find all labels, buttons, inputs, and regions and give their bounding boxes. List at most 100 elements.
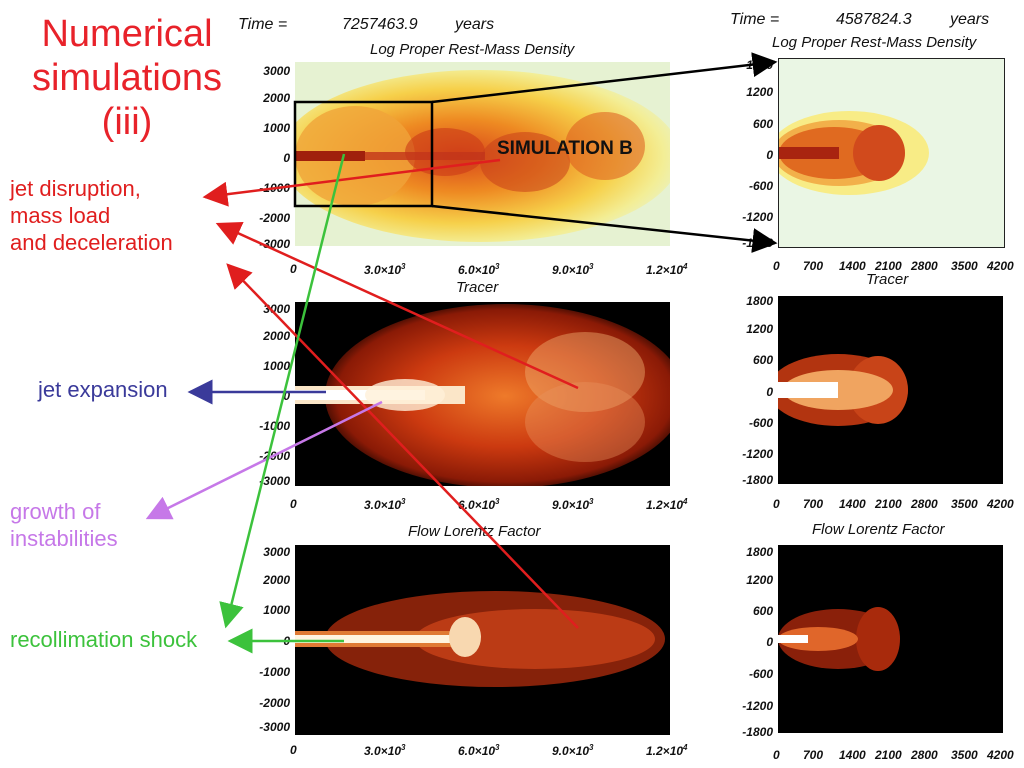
x-tick: 2100 bbox=[875, 497, 902, 511]
left-time-unit: years bbox=[455, 16, 495, 33]
left-density-title: Log Proper Rest-Mass Density bbox=[370, 41, 575, 58]
x-tick: 0 bbox=[773, 259, 780, 273]
y-tick: -600 bbox=[748, 179, 773, 193]
y-tick: -1000 bbox=[259, 181, 290, 195]
y-tick: 3000 bbox=[263, 545, 290, 559]
y-tick: 0 bbox=[766, 635, 773, 649]
y-tick: -3000 bbox=[259, 720, 290, 734]
x-tick: 2800 bbox=[911, 497, 938, 511]
label-growth-of-instabilities: growth of instabilities bbox=[10, 499, 118, 551]
left-lorentz-image bbox=[295, 591, 665, 687]
y-tick: 1800 bbox=[746, 294, 773, 308]
left-time-label: Time = bbox=[238, 16, 288, 33]
right-tracer-plot bbox=[778, 296, 1003, 484]
y-tick: 3000 bbox=[263, 302, 290, 316]
y-tick: 1200 bbox=[746, 573, 773, 587]
y-tick: 1800 bbox=[746, 58, 773, 72]
y-tick: -3000 bbox=[259, 237, 290, 251]
y-tick: 0 bbox=[766, 385, 773, 399]
y-tick: -1200 bbox=[742, 210, 773, 224]
y-tick: 2000 bbox=[263, 91, 290, 105]
right-tracer-title: Tracer bbox=[866, 271, 909, 288]
x-tick: 1.2×104 bbox=[646, 743, 688, 758]
y-tick: 1800 bbox=[746, 545, 773, 559]
x-tick: 0 bbox=[290, 743, 297, 757]
y-tick: 0 bbox=[283, 151, 290, 165]
x-tick: 2100 bbox=[875, 259, 902, 273]
x-tick: 0 bbox=[773, 497, 780, 511]
y-tick: 2000 bbox=[263, 573, 290, 587]
x-tick: 6.0×103 bbox=[458, 497, 500, 512]
y-tick: 3000 bbox=[263, 64, 290, 78]
label-recollimation-shock: recollimation shock bbox=[10, 627, 198, 652]
x-tick: 2800 bbox=[911, 259, 938, 273]
x-tick: 3500 bbox=[951, 497, 978, 511]
y-tick: 1200 bbox=[746, 322, 773, 336]
y-tick: -2000 bbox=[259, 696, 290, 710]
x-tick: 1.2×104 bbox=[646, 497, 688, 512]
y-tick: 0 bbox=[283, 389, 290, 403]
y-tick: 600 bbox=[752, 353, 773, 367]
x-tick: 1400 bbox=[839, 259, 866, 273]
x-tick: 3500 bbox=[951, 748, 978, 762]
left-time-value: 7257463.9 bbox=[342, 16, 418, 33]
y-tick: 600 bbox=[752, 604, 773, 618]
right-time-unit: years bbox=[950, 11, 990, 28]
y-tick: -3000 bbox=[259, 474, 290, 488]
left-tracer-plot bbox=[295, 302, 670, 486]
x-tick: 700 bbox=[803, 259, 824, 273]
y-tick: -2000 bbox=[259, 449, 290, 463]
y-tick: -1000 bbox=[259, 665, 290, 679]
x-tick: 2800 bbox=[911, 748, 938, 762]
label-jet-disruption: jet disruption, mass load and decelerati… bbox=[10, 176, 173, 255]
left-tracer-image bbox=[295, 304, 670, 486]
x-tick: 1.2×104 bbox=[646, 262, 688, 277]
y-tick: 0 bbox=[283, 634, 290, 648]
y-tick: -1000 bbox=[259, 419, 290, 433]
x-tick: 2100 bbox=[875, 748, 902, 762]
x-tick: 4200 bbox=[987, 748, 1014, 762]
x-tick: 6.0×103 bbox=[458, 262, 500, 277]
x-tick: 4200 bbox=[987, 497, 1014, 511]
y-tick: 1000 bbox=[263, 603, 290, 617]
left-lorentz-plot bbox=[295, 545, 670, 735]
right-lorentz-title: Flow Lorentz Factor bbox=[812, 521, 945, 538]
y-tick: 1000 bbox=[263, 121, 290, 135]
y-tick: 2000 bbox=[263, 329, 290, 343]
label-jet-expansion: jet expansion bbox=[38, 377, 168, 402]
x-tick: 0 bbox=[290, 262, 297, 276]
y-tick: -1200 bbox=[742, 699, 773, 713]
x-tick: 3.0×103 bbox=[364, 497, 406, 512]
x-tick: 700 bbox=[803, 497, 824, 511]
y-tick: 1000 bbox=[263, 359, 290, 373]
x-tick: 9.0×103 bbox=[552, 497, 594, 512]
y-tick: -1200 bbox=[742, 447, 773, 461]
right-density-plot bbox=[778, 58, 1005, 248]
right-time-label: Time = bbox=[730, 11, 780, 28]
y-tick: -1800 bbox=[742, 473, 773, 487]
right-tracer-image bbox=[778, 354, 908, 426]
x-tick: 9.0×103 bbox=[552, 743, 594, 758]
right-density-title: Log Proper Rest-Mass Density bbox=[772, 34, 977, 51]
x-tick: 3500 bbox=[951, 259, 978, 273]
y-tick: -600 bbox=[748, 416, 773, 430]
x-tick: 4200 bbox=[987, 259, 1014, 273]
slide-title: Numerical simulations (iii) bbox=[31, 13, 223, 143]
y-tick: -2000 bbox=[259, 211, 290, 225]
y-tick: 600 bbox=[752, 117, 773, 131]
x-tick: 0 bbox=[773, 748, 780, 762]
y-tick: -1800 bbox=[742, 725, 773, 739]
x-tick: 3.0×103 bbox=[364, 743, 406, 758]
y-tick: -600 bbox=[748, 667, 773, 681]
x-tick: 6.0×103 bbox=[458, 743, 500, 758]
right-time-value: 4587824.3 bbox=[836, 11, 912, 28]
x-tick: 1400 bbox=[839, 748, 866, 762]
x-tick: 9.0×103 bbox=[552, 262, 594, 277]
x-tick: 700 bbox=[803, 748, 824, 762]
y-tick: 0 bbox=[766, 148, 773, 162]
right-lorentz-plot bbox=[778, 545, 1003, 733]
x-tick: 3.0×103 bbox=[364, 262, 406, 277]
right-lorentz-image bbox=[778, 607, 900, 671]
simulation-b-label: SIMULATION B bbox=[497, 138, 633, 159]
left-lorentz-title: Flow Lorentz Factor bbox=[408, 523, 541, 540]
